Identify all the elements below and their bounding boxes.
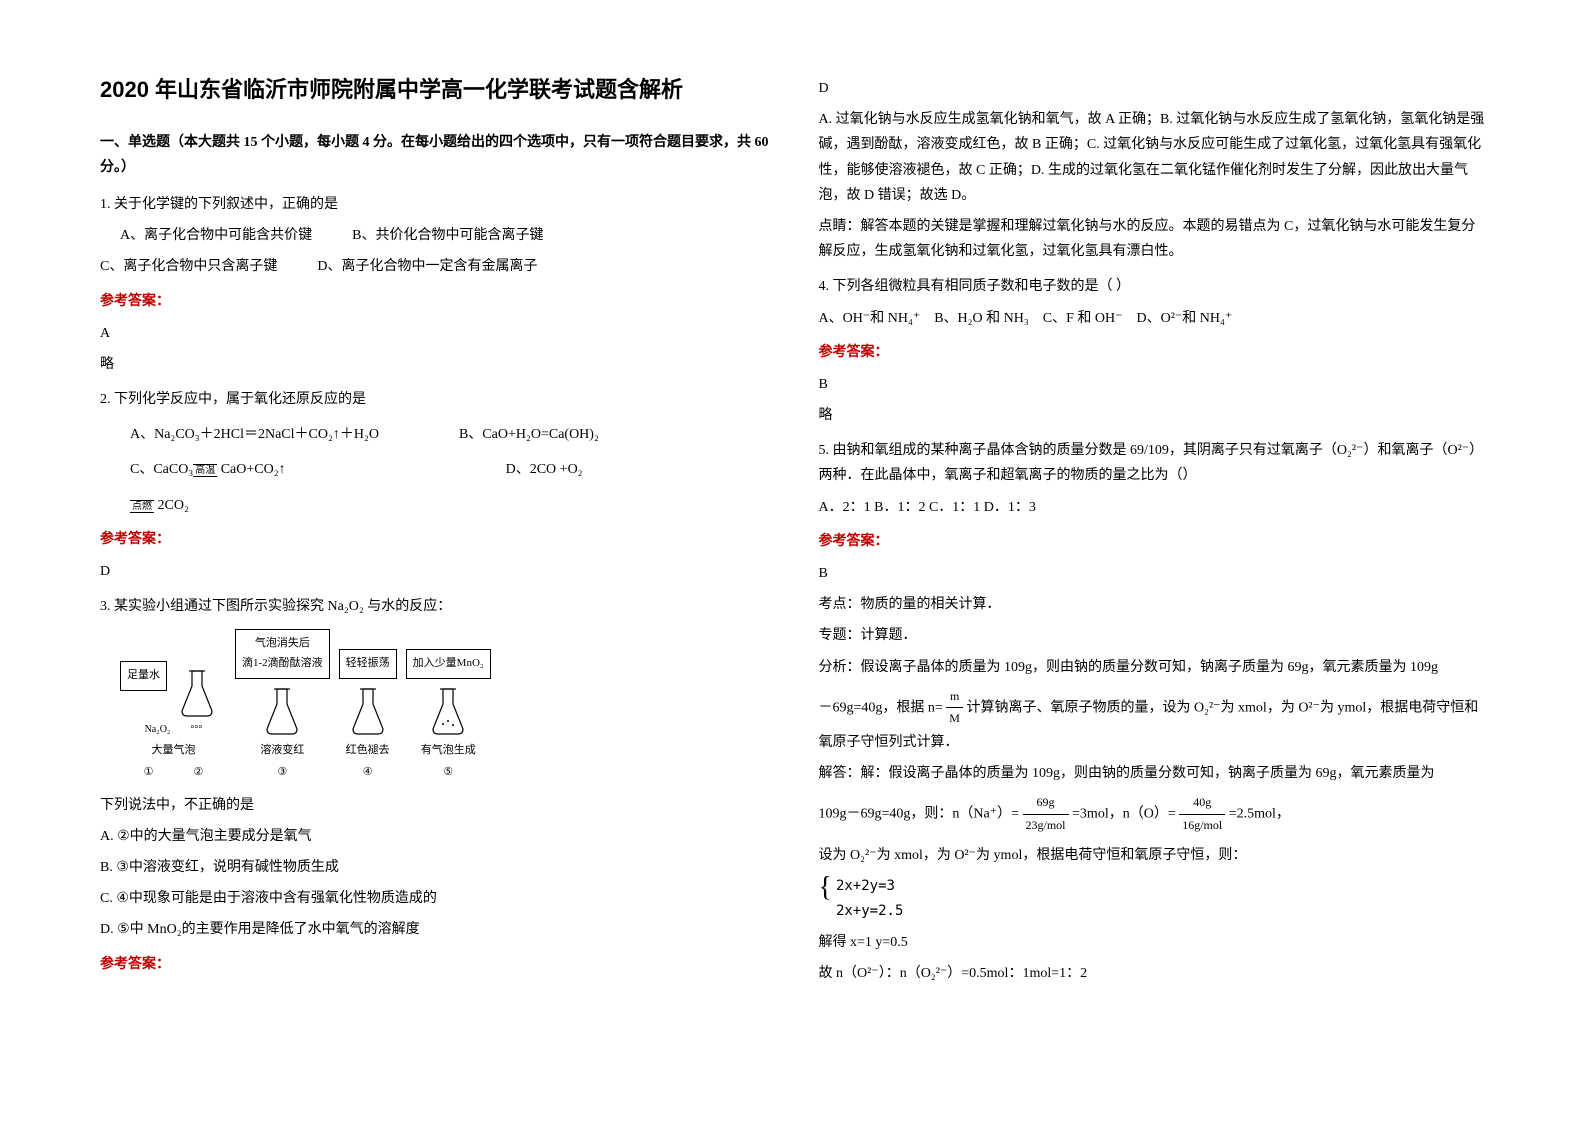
left-column: 2020 年山东省临沂市师院附属中学高一化学联考试题含解析 一、单选题（本大题共… — [100, 70, 769, 1052]
q5-fenxi-line2: －69g=40g，根据 n= mM 计算钠离子、氧原子物质的量，设为 O₂²⁻为… — [819, 686, 1488, 755]
q3-substem: 下列说法中，不正确的是 — [100, 793, 769, 818]
q5-kaodian: 考点：物质的量的相关计算． — [819, 592, 1488, 617]
q3-explain1: A. 过氧化钠与水反应生成氢氧化钠和氧气，故 A 正确；B. 过氧化钠与水反应生… — [819, 107, 1488, 208]
q1-answer-label: 参考答案： — [100, 288, 769, 313]
q3-explain2: 点睛：解答本题的关键是掌握和理解过氧化钠与水的反应。本题的易错点为 C，过氧化钠… — [819, 214, 1488, 264]
q5-answer: B — [819, 561, 1488, 586]
q2-stem: 2. 下列化学反应中，属于氧化还原反应的是 — [100, 387, 769, 412]
question-5: 5. 由钠和氧组成的某种离子晶体含钠的质量分数是 69/109，其阴离子只有过氧… — [819, 438, 1488, 986]
q4-optC: C、F 和 OH⁻ — [1043, 311, 1123, 326]
q3-optC: C. ④中现象可能是由于溶液中含有强氧化性物质造成的 — [100, 886, 769, 911]
q1-optD: D、离子化合物中一定含有金属离子 — [317, 254, 537, 279]
q4-optA: A、OH⁻和 NH₄⁺ — [819, 311, 921, 326]
q2-optA: A、Na₂CO₃＋2HCl＝2NaCl＋CO₂↑＋H₂O — [130, 422, 379, 447]
diagram-step5: 加入少量MnO₂ 有气泡生成 ⑤ — [406, 649, 491, 782]
question-4: 4. 下列各组微粒具有相同质子数和电子数的是（ ） A、OH⁻和 NH₄⁺ B、… — [819, 274, 1488, 428]
q4-answer: B — [819, 372, 1488, 397]
q3-answer-label: 参考答案： — [100, 951, 769, 976]
q5-jieda2: 109g－69g=40g，则：n（Na⁺）= 69g23g/mol =3mol，… — [819, 792, 1488, 836]
brace-icon: { — [819, 874, 832, 924]
q5-jieda3: 设为 O₂²⁻为 xmol，为 O²⁻为 ymol，根据电荷守恒和氧原子守恒，则… — [819, 843, 1488, 868]
q3-optD: D. ⑤中 MnO₂的主要作用是降低了水中氧气的溶解度 — [100, 917, 769, 942]
q5-jieda1: 解答：解：假设离子晶体的质量为 109g，则由钠的质量分数可知，钠离子质量为 6… — [819, 761, 1488, 786]
q1-optA: A、离子化合物中可能含共价键 — [120, 223, 312, 248]
diagram-step1: 足量水 Na₂O₂ °°° 大量气泡 ① — [120, 661, 227, 783]
q5-jieda5: 故 n（O²⁻）：n（O₂²⁻）=0.5mol：1mol=1：2 — [819, 961, 1488, 986]
eq2: 2x+y=2.5 — [836, 899, 903, 924]
q1-stem: 1. 关于化学键的下列叙述中，正确的是 — [100, 192, 769, 217]
page-title: 2020 年山东省临沂市师院附属中学高一化学联考试题含解析 — [100, 70, 769, 110]
fraction-icon: 69g23g/mol — [1023, 792, 1069, 836]
q2-answer-label: 参考答案： — [100, 526, 769, 551]
flask-icon — [167, 661, 227, 721]
flask-icon — [418, 679, 478, 739]
q1-optC: C、离子化合物中只含离子键 — [100, 254, 277, 279]
q3-stem: 3. 某实验小组通过下图所示实验探究 Na₂O₂ 与水的反应： — [100, 594, 769, 619]
flask-icon — [252, 679, 312, 739]
q2-optD: D、2CO +O₂ — [506, 457, 583, 482]
experiment-diagram: 足量水 Na₂O₂ °°° 大量气泡 ① — [120, 629, 769, 782]
q3-answer: D — [819, 76, 1488, 101]
q5-fenxi-pre: 分析：假设离子晶体的质量为 109g，则由钠的质量分数可知，钠离子质量为 69g… — [819, 655, 1488, 680]
equation-system: { 2x+2y=3 2x+y=2.5 — [819, 874, 1488, 924]
q4-stem: 4. 下列各组微粒具有相同质子数和电子数的是（ ） — [819, 274, 1488, 299]
q5-jieda4: 解得 x=1 y=0.5 — [819, 930, 1488, 955]
question-3: 3. 某实验小组通过下图所示实验探究 Na₂O₂ 与水的反应： 足量水 Na₂O… — [100, 594, 769, 976]
q4-answer-label: 参考答案： — [819, 339, 1488, 364]
q5-stem: 5. 由钠和氧组成的某种离子晶体含钠的质量分数是 69/109，其阴离子只有过氧… — [819, 438, 1488, 488]
diagram-step2: 气泡消失后 滴1-2滴酚酞溶液 溶液变红 ③ — [235, 629, 330, 782]
section-title: 一、单选题（本大题共 15 个小题，每小题 4 分。在每小题给出的四个选项中，只… — [100, 130, 769, 180]
q2-answer: D — [100, 559, 769, 584]
question-1: 1. 关于化学键的下列叙述中，正确的是 A、离子化合物中可能含共价键 B、共价化… — [100, 192, 769, 377]
q3-optA: A. ②中的大量气泡主要成分是氧气 — [100, 824, 769, 849]
q4-optD: D、O²⁻和 NH₄⁺ — [1137, 311, 1233, 326]
q3-optB: B. ③中溶液变红，说明有碱性物质生成 — [100, 855, 769, 880]
question-2: 2. 下列化学反应中，属于氧化还原反应的是 A、Na₂CO₃＋2HCl＝2NaC… — [100, 387, 769, 584]
fraction-icon: mM — [946, 686, 963, 730]
q4-note: 略 — [819, 403, 1488, 428]
q5-answer-label: 参考答案： — [819, 528, 1488, 553]
right-column: D A. 过氧化钠与水反应生成氢氧化钠和氧气，故 A 正确；B. 过氧化钠与水反… — [819, 70, 1488, 1052]
q5-zhuanti: 专题：计算题． — [819, 623, 1488, 648]
q1-answer: A — [100, 321, 769, 346]
q1-optB: B、共价化合物中可能含离子键 — [352, 223, 543, 248]
q4-optB: B、H₂O 和 NH₃ — [934, 311, 1029, 326]
diagram-step4: 轻轻振荡 红色褪去 ④ — [338, 649, 398, 782]
fraction-icon: 40g16g/mol — [1179, 792, 1225, 836]
q2-optB: B、CaO+H₂O=Ca(OH)₂ — [459, 422, 599, 447]
q1-note: 略 — [100, 352, 769, 377]
eq1: 2x+2y=3 — [836, 874, 903, 899]
q5-opts: A．2：1 B．1：2 C．1：1 D．1：3 — [819, 495, 1488, 520]
flask-icon — [338, 679, 398, 739]
q2-optC: C、CaCO₃高温 CaO+CO₂↑ — [130, 457, 286, 482]
